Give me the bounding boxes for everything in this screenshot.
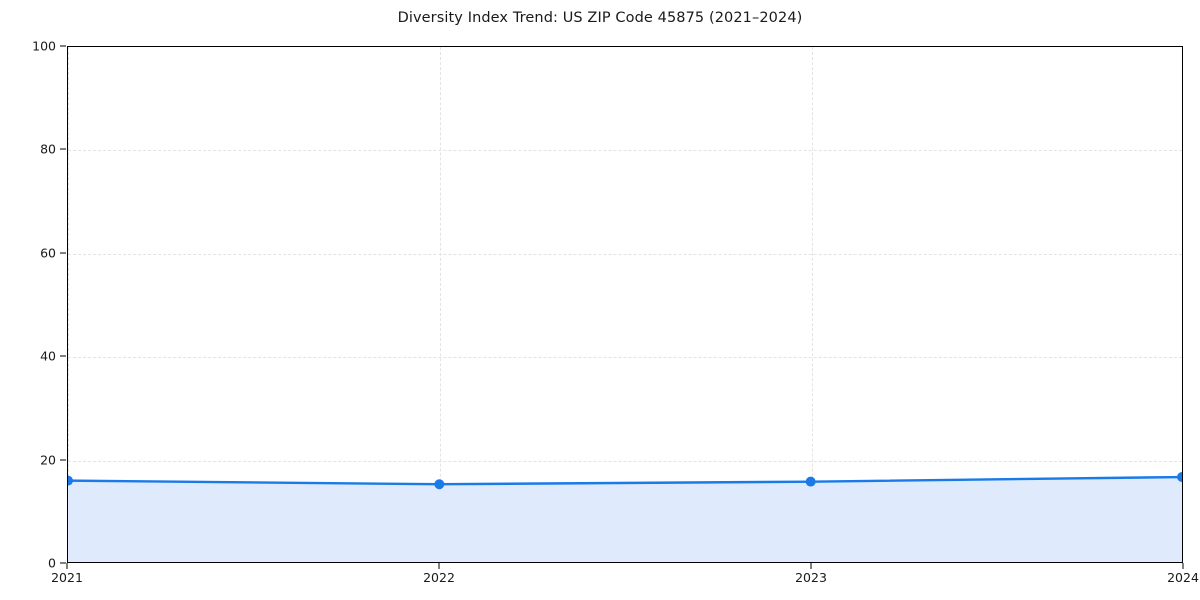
gridline-horizontal [68,253,1182,255]
data-point-marker[interactable]: 2021: 15.8 [68,475,73,486]
x-tick-label: 2024 [1167,570,1199,585]
gridline-horizontal [68,460,1182,462]
y-tick-mark [60,252,66,254]
x-tick-mark [1182,563,1184,569]
data-point-marker[interactable]: 2023: 15.6 [805,476,816,487]
data-point-marker[interactable]: 2024: 16.5 [1177,472,1182,483]
y-tick-mark [60,562,66,564]
x-tick-label: 2023 [795,570,827,585]
x-tick-mark [810,563,812,569]
y-tick-mark [60,148,66,150]
plot-inner: 2021: 15.8 2022: 15.1 2023: 15.6 2024: 16.5 [68,47,1182,562]
series-area-fill [68,477,1182,562]
x-tick-label: 2022 [423,570,455,585]
y-tick-mark [60,355,66,357]
gridline-vertical [68,47,69,562]
gridline-vertical [812,47,813,562]
gridline-horizontal [68,357,1182,359]
x-tick-label: 2021 [51,570,83,585]
y-tick-label: 80 [40,141,56,157]
chart-title: Diversity Index Trend: US ZIP Code 45875… [397,10,803,26]
y-tick-label: 100 [32,38,56,54]
series-line [68,477,1182,484]
gridline-horizontal [68,150,1182,152]
y-tick-mark [60,45,66,47]
y-tick-label: 40 [40,348,56,364]
x-tick-mark [438,563,440,569]
x-tick-mark [66,563,68,569]
y-tick-label: 0 [48,555,56,571]
y-tick-label: 20 [40,452,56,468]
data-series-layer: 2021: 15.8 2022: 15.1 2023: 15.6 2024: 16.5 [68,472,1182,562]
data-point-marker[interactable]: 2022: 15.1 [434,479,445,490]
plot-area: 2021: 15.8 2022: 15.1 2023: 15.6 2024: 16.5 [67,46,1183,563]
gridline-vertical [440,47,441,562]
y-tick-label: 60 [40,245,56,261]
y-tick-mark [60,459,66,461]
